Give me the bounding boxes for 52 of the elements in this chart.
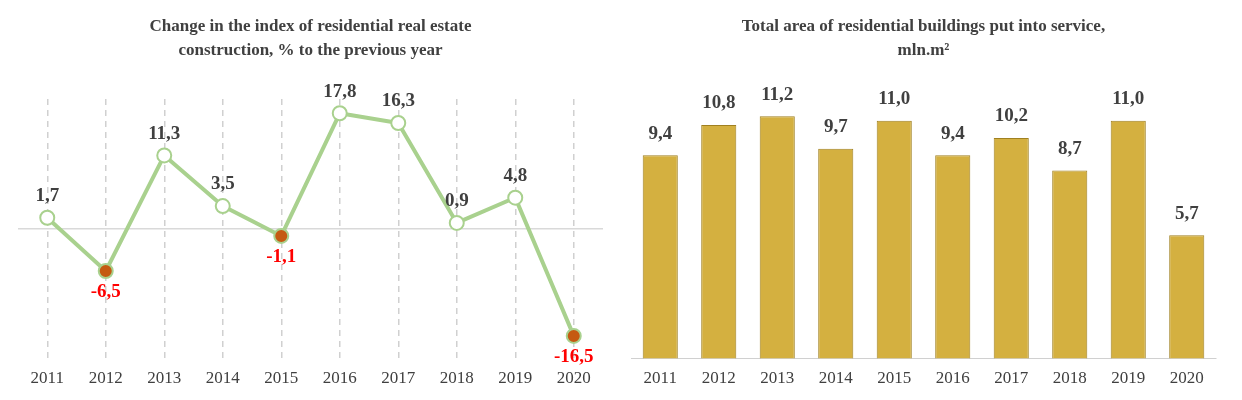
x-tick-label: 2016 xyxy=(935,368,970,388)
x-tick-label: 2013 xyxy=(147,368,182,388)
data-label: -6,5 xyxy=(90,280,121,302)
x-tick-label: 2012 xyxy=(701,368,736,388)
data-label: 11,0 xyxy=(878,87,911,109)
data-label: -1,1 xyxy=(266,245,297,267)
data-label: 10,2 xyxy=(994,104,1028,126)
data-label: 17,8 xyxy=(323,79,357,101)
x-tick-label: 2011 xyxy=(30,368,64,388)
x-tick-label: 2014 xyxy=(205,368,241,388)
point xyxy=(331,105,348,122)
x-tick-label: 2011 xyxy=(643,368,677,388)
data-label: 0,9 xyxy=(444,189,469,211)
data-label: -16,5 xyxy=(553,345,594,367)
data-label: 4,8 xyxy=(503,164,528,186)
point xyxy=(390,115,407,132)
point xyxy=(448,214,465,231)
x-tick-label: 2015 xyxy=(264,368,299,388)
point xyxy=(273,227,290,244)
point xyxy=(39,209,56,226)
point xyxy=(156,147,173,164)
point xyxy=(214,198,231,215)
data-label: 3,5 xyxy=(210,172,235,194)
x-tick-label: 2016 xyxy=(322,368,357,388)
x-tick-label: 2020 xyxy=(556,368,591,388)
chart-title: Change in the index of residential real estate construction, % to the previous year xyxy=(148,15,473,61)
x-tick-label: 2012 xyxy=(88,368,123,388)
data-label: 11,0 xyxy=(1112,87,1145,109)
x-tick-label: 2018 xyxy=(1052,368,1087,388)
x-tick-label: 2017 xyxy=(381,368,416,388)
point xyxy=(507,189,524,206)
chart-title: Total area of residential buildings put into service, mln.m² xyxy=(740,15,1107,61)
data-label: 8,7 xyxy=(1057,136,1083,158)
data-label: 10,8 xyxy=(702,91,736,113)
data-label: 16,3 xyxy=(381,89,415,111)
point xyxy=(565,327,582,344)
data-label: 11,2 xyxy=(761,82,794,104)
data-label: 5,7 xyxy=(1174,201,1200,223)
data-label: 9,7 xyxy=(823,115,849,137)
x-tick-label: 2020 xyxy=(1169,368,1204,388)
x-tick-label: 2013 xyxy=(760,368,795,388)
x-tick-label: 2018 xyxy=(439,368,474,388)
data-label: 9,4 xyxy=(940,121,966,143)
x-tick-label: 2014 xyxy=(818,368,854,388)
data-label: 9,4 xyxy=(648,121,673,143)
x-tick-label: 2019 xyxy=(1111,368,1146,388)
x-tick-label: 2015 xyxy=(877,368,912,388)
x-tick-label: 2017 xyxy=(994,368,1029,388)
data-label: 1,7 xyxy=(35,184,60,206)
x-tick-label: 2019 xyxy=(498,368,533,388)
point xyxy=(97,262,114,279)
data-label: 11,3 xyxy=(148,121,181,143)
